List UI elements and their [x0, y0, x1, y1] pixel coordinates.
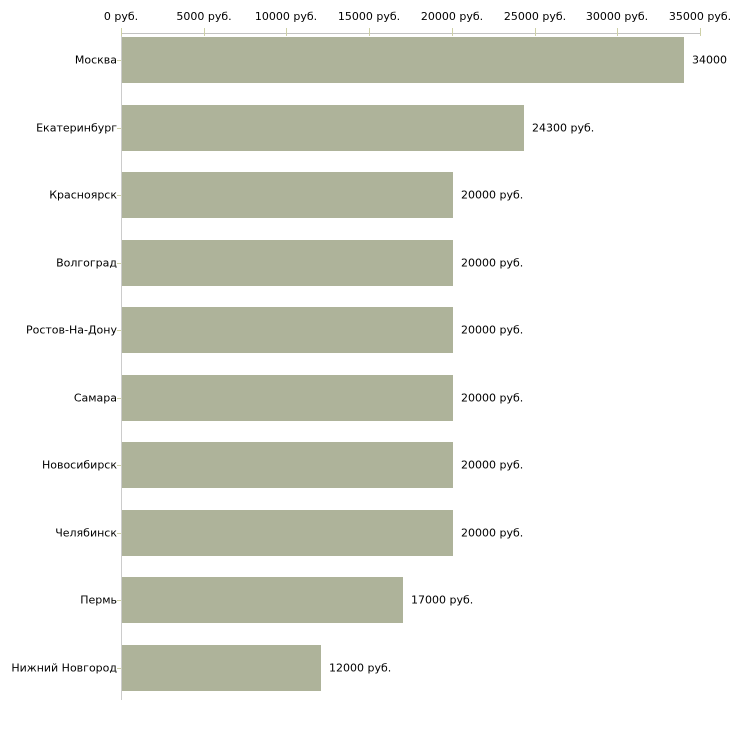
- category-tick-mark: [117, 533, 121, 534]
- value-label: 20000 руб.: [461, 188, 524, 202]
- bar: [122, 510, 453, 556]
- category-tick-mark: [117, 398, 121, 399]
- category-tick-mark: [117, 263, 121, 264]
- category-tick-mark: [117, 668, 121, 669]
- bar: [122, 240, 453, 286]
- x-axis-tick-label: 0 руб.: [103, 10, 139, 23]
- category-tick-mark: [117, 330, 121, 331]
- value-label: 34000 руб.: [692, 53, 730, 67]
- category-label: Челябинск: [55, 526, 117, 540]
- x-axis-line: [121, 33, 701, 34]
- x-axis-tick-mark: [535, 28, 536, 36]
- value-label: 12000 руб.: [329, 661, 392, 675]
- x-axis-tick-mark: [369, 28, 370, 36]
- value-label: 17000 руб.: [411, 593, 474, 607]
- category-label: Москва: [74, 53, 117, 67]
- x-axis-tick-label: 30000 руб.: [585, 10, 649, 23]
- x-axis-tick-label: 25000 руб.: [503, 10, 567, 23]
- x-axis-tick-label: 10000 руб.: [254, 10, 318, 23]
- value-label: 24300 руб.: [532, 121, 595, 135]
- value-label: 20000 руб.: [461, 391, 524, 405]
- bar: [122, 375, 453, 421]
- category-tick-mark: [117, 465, 121, 466]
- category-label: Красноярск: [49, 188, 117, 202]
- value-label: 20000 руб.: [461, 256, 524, 270]
- x-axis-tick-label: 15000 руб.: [337, 10, 401, 23]
- category-tick-mark: [117, 600, 121, 601]
- x-axis-tick-mark: [121, 28, 122, 36]
- category-label: Волгоград: [56, 256, 117, 270]
- category-label: Нижний Новгород: [11, 661, 117, 675]
- x-axis-tick-mark: [617, 28, 618, 36]
- x-axis-tick-label: 5000 руб.: [176, 10, 232, 23]
- x-axis-tick-mark: [204, 28, 205, 36]
- category-label: Пермь: [80, 593, 117, 607]
- value-label: 20000 руб.: [461, 458, 524, 472]
- category-tick-mark: [117, 195, 121, 196]
- category-tick-mark: [117, 128, 121, 129]
- y-axis-line: [121, 33, 122, 700]
- value-label: 20000 руб.: [461, 526, 524, 540]
- x-axis-tick-mark: [700, 28, 701, 36]
- bar: [122, 442, 453, 488]
- category-label: Ростов-На-Дону: [25, 323, 117, 337]
- bar: [122, 645, 321, 691]
- category-label: Самара: [73, 391, 117, 405]
- bar: [122, 37, 684, 83]
- x-axis-tick-mark: [286, 28, 287, 36]
- category-tick-mark: [117, 60, 121, 61]
- value-label: 20000 руб.: [461, 323, 524, 337]
- bar: [122, 172, 453, 218]
- category-label: Екатеринбург: [36, 121, 117, 135]
- bar: [122, 105, 524, 151]
- bar: [122, 577, 403, 623]
- x-axis-tick-mark: [452, 28, 453, 36]
- x-axis-tick-label: 35000 руб.: [668, 10, 730, 23]
- x-axis-tick-label: 20000 руб.: [420, 10, 484, 23]
- category-label: Новосибирск: [41, 458, 117, 472]
- bar: [122, 307, 453, 353]
